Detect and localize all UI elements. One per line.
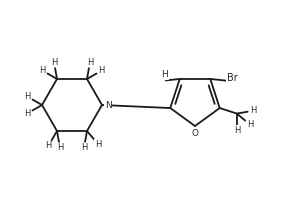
Text: H: H bbox=[95, 139, 101, 148]
Text: H: H bbox=[24, 92, 31, 101]
Text: H: H bbox=[24, 109, 31, 118]
Text: H: H bbox=[45, 141, 52, 150]
Text: O: O bbox=[191, 130, 198, 139]
Text: H: H bbox=[250, 106, 257, 115]
Text: H: H bbox=[39, 66, 46, 75]
Text: H: H bbox=[57, 143, 63, 152]
Text: H: H bbox=[161, 70, 168, 79]
Text: H: H bbox=[98, 66, 105, 75]
Text: H: H bbox=[87, 58, 93, 67]
Text: H: H bbox=[81, 143, 87, 152]
Text: Br: Br bbox=[227, 73, 238, 83]
Text: H: H bbox=[247, 120, 253, 129]
Text: H: H bbox=[234, 126, 240, 135]
Text: H: H bbox=[51, 58, 57, 67]
Text: N: N bbox=[105, 100, 111, 109]
